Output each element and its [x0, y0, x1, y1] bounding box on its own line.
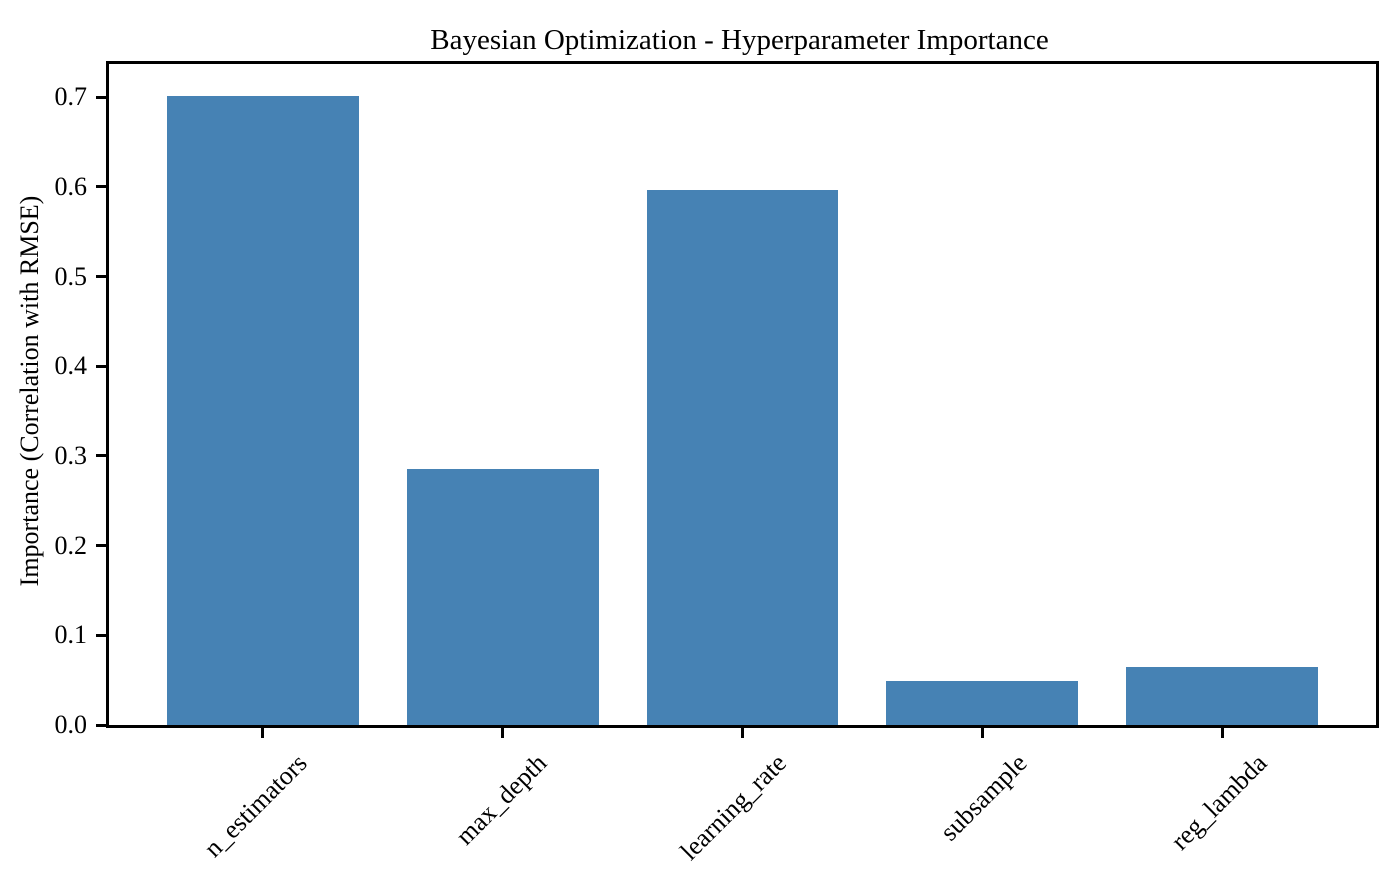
y-axis-label: Importance (Correlation with RMSE) [15, 195, 44, 587]
y-tick [96, 454, 106, 458]
y-tick-label: 0.3 [54, 440, 88, 470]
x-tick [1220, 728, 1224, 738]
x-tick [261, 728, 265, 738]
x-tick-label-subsample: subsample [934, 748, 1033, 847]
y-tick-label: 0.5 [54, 261, 88, 291]
x-tick [980, 728, 984, 738]
y-tick [96, 95, 106, 99]
y-tick [96, 723, 106, 727]
plot-area: 0.0 0.1 0.2 0.3 0.4 0.5 0.6 0.7 n_estimators max_… [55, 61, 1379, 866]
y-tick-label: 0.4 [54, 351, 88, 381]
y-tick [96, 275, 106, 279]
chart-title: Bayesian Optimization - Hyperparameter I… [430, 24, 1049, 56]
bar-n_estimators [166, 96, 359, 725]
bar-learning_rate [646, 189, 839, 725]
y-tick [96, 633, 106, 637]
bar-subsample [886, 681, 1079, 725]
x-tick [501, 728, 505, 738]
bar-max_depth [406, 469, 599, 725]
x-tick-label-n_estimators: n_estimators [197, 748, 313, 863]
y-tick [96, 185, 106, 189]
y-tick-label: 0.7 [54, 82, 88, 112]
y-tick [96, 364, 106, 368]
x-tick [741, 728, 744, 738]
y-tick-label: 0.6 [54, 171, 88, 201]
bar-reg_lambda [1126, 666, 1319, 725]
x-tick-label-learning_rate: learning_rate [674, 748, 793, 866]
y-tick-label: 0.0 [54, 710, 88, 739]
y-tick [96, 544, 106, 548]
x-tick-label-reg_lambda: reg_lambda [1164, 748, 1273, 856]
y-tick-label: 0.1 [54, 620, 88, 650]
x-tick-label-max_depth: max_depth [450, 748, 553, 851]
y-tick-label: 0.2 [54, 530, 88, 560]
